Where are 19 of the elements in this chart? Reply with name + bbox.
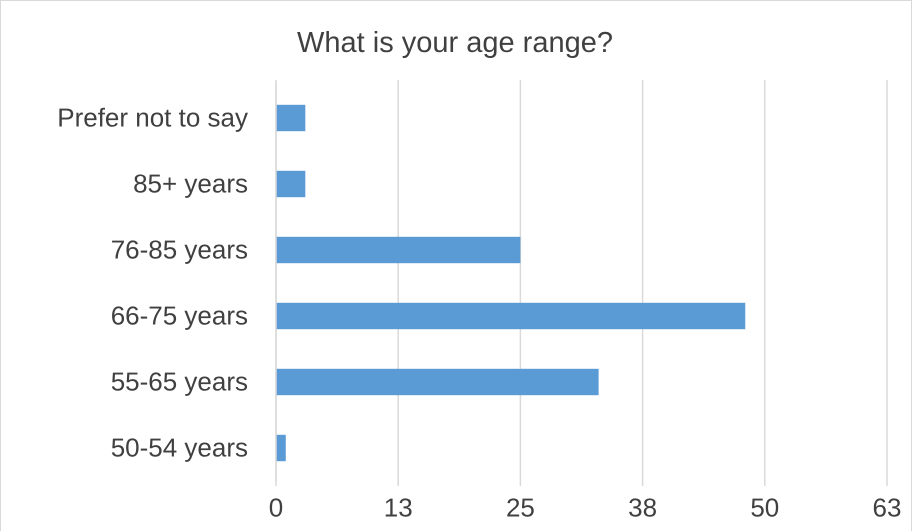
bar bbox=[276, 368, 599, 396]
chart-title: What is your age range? bbox=[297, 27, 613, 59]
y-tick-label: 85+ years bbox=[133, 168, 248, 198]
x-tick-label: 38 bbox=[628, 492, 658, 522]
bar bbox=[276, 302, 746, 330]
bar bbox=[276, 170, 306, 198]
x-tick-label: 63 bbox=[872, 492, 902, 522]
bar bbox=[276, 236, 520, 264]
bar bbox=[276, 104, 306, 132]
x-tick-label: 0 bbox=[268, 492, 284, 522]
y-tick-label: 76-85 years bbox=[110, 234, 248, 264]
x-tick-label: 25 bbox=[506, 492, 535, 522]
y-tick-label: Prefer not to say bbox=[57, 102, 248, 132]
x-tick-label: 50 bbox=[750, 492, 780, 522]
y-tick-label: 55-65 years bbox=[110, 366, 248, 396]
y-tick-label: 66-75 years bbox=[110, 300, 248, 330]
bar bbox=[276, 434, 286, 462]
x-tick-label: 13 bbox=[384, 492, 413, 522]
y-tick-label: 50-54 years bbox=[110, 432, 248, 462]
